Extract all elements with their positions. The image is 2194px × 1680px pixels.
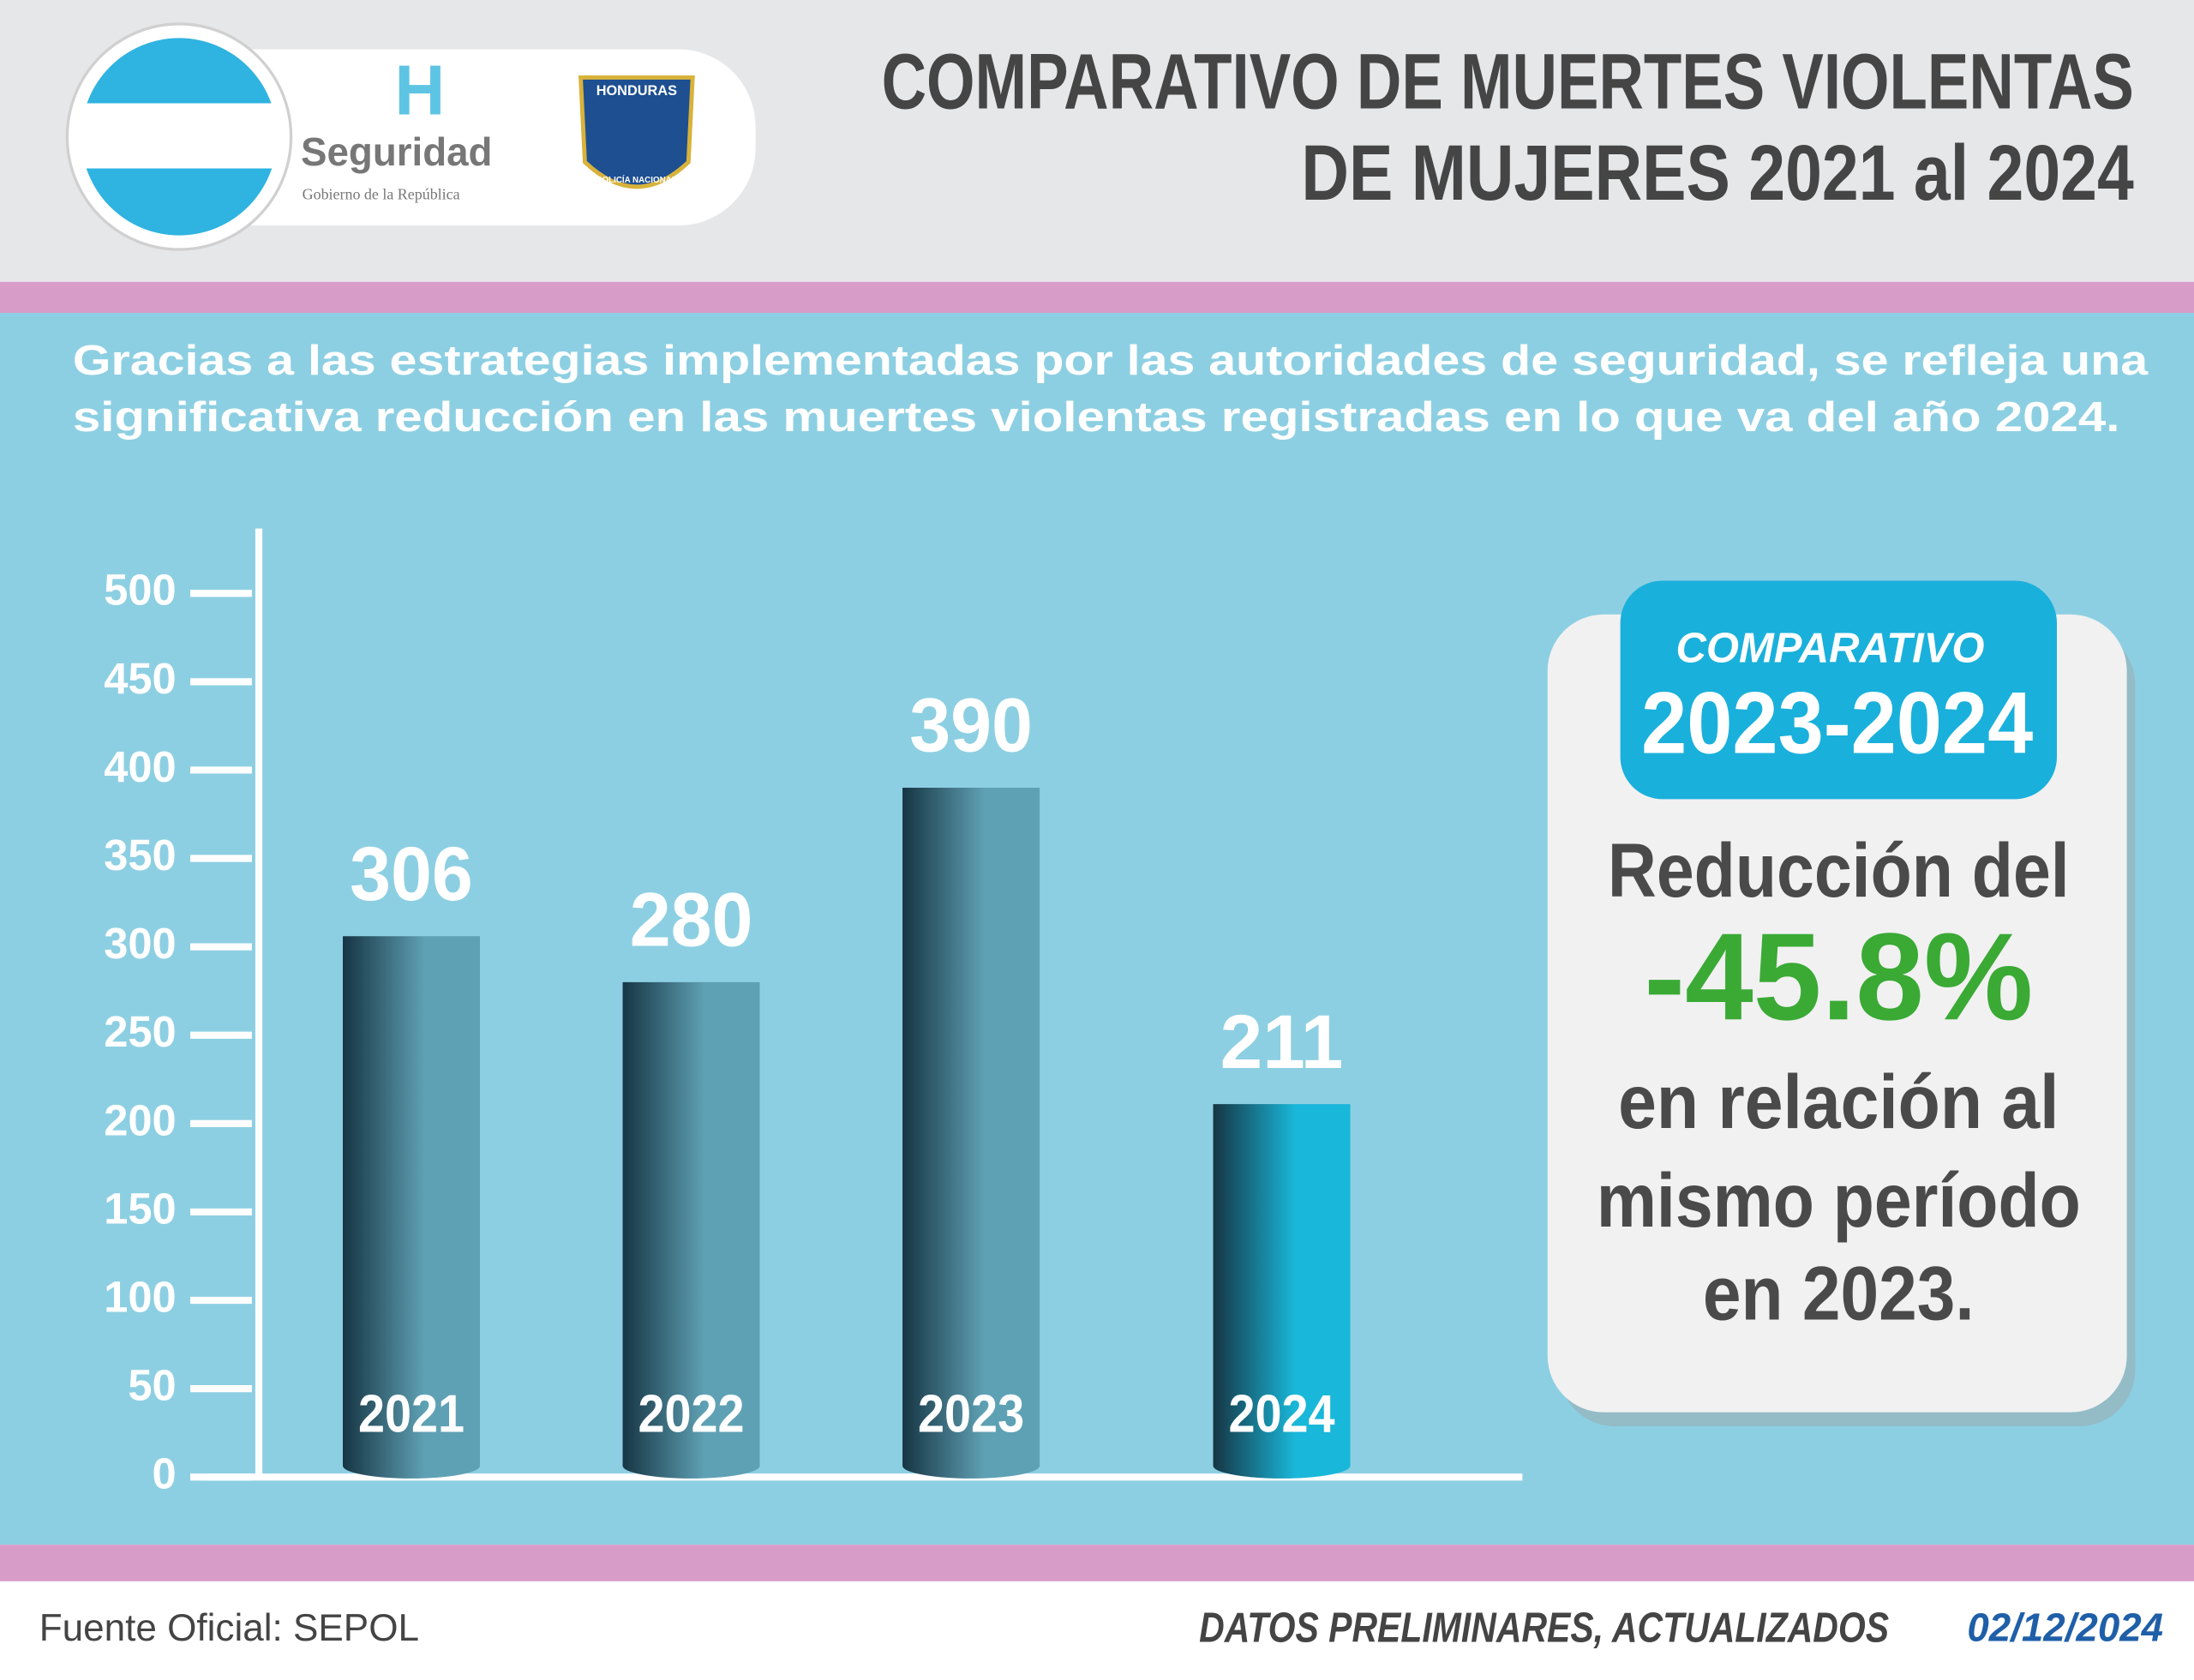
y-tick-label: 400	[104, 742, 176, 791]
y-tick-label: 300	[104, 919, 176, 968]
logo-h: H	[394, 51, 445, 129]
bar	[1213, 1104, 1351, 1479]
band	[0, 1545, 2194, 1581]
x-tick-label: 2021	[358, 1384, 465, 1443]
callout-text: mismo período	[1597, 1158, 2081, 1243]
callout-percent: -45.8%	[1644, 907, 2033, 1047]
y-tick-label: 0	[153, 1449, 177, 1498]
y-tick-label: 150	[104, 1184, 176, 1233]
y-tick-label: 500	[104, 566, 176, 615]
callout	[1547, 614, 2127, 1413]
y-tick-label: 100	[104, 1272, 176, 1321]
value-label: 306	[350, 831, 473, 916]
logo-subtitle: Gobierno de la República	[303, 186, 460, 203]
band	[0, 281, 2194, 314]
x-tick-label: 2024	[1228, 1384, 1334, 1443]
callout-text: en relación al	[1618, 1059, 2059, 1144]
value-label: 280	[630, 877, 753, 962]
badge	[578, 75, 695, 189]
callout-period: 2023-2024	[1641, 674, 2033, 771]
subtitle: Gracias a las estrategias implementadas …	[73, 338, 2149, 384]
chart-title: COMPARATIVO DE MUERTES VIOLENTAS	[882, 38, 2134, 125]
callout-tab	[1620, 580, 2057, 800]
y-tick-label: 350	[104, 831, 176, 879]
x-tick-label: 2022	[638, 1384, 744, 1443]
callout-label: COMPARATIVO	[1676, 626, 1985, 672]
bar	[902, 788, 1040, 1479]
y-tick-label: 450	[104, 654, 176, 703]
logo-title: Seguridad	[301, 129, 492, 174]
y-tick-label: 250	[104, 1007, 176, 1056]
bar	[622, 981, 760, 1479]
subtitle: significativa reducción en las muertes v…	[73, 394, 2120, 441]
footer-source: Fuente Oficial: SEPOL	[39, 1607, 419, 1649]
y-tick-label: 50	[128, 1360, 176, 1409]
flag	[81, 38, 278, 236]
footer-note: DATOS PRELIMINARES, ACTUALIZADOS	[1199, 1605, 1889, 1651]
value-label: 390	[909, 682, 1033, 767]
bar	[343, 936, 480, 1479]
x-tick-label: 2023	[918, 1384, 1024, 1443]
footer-date: 02/12/2024	[1967, 1605, 2163, 1649]
callout-text: Reducción del	[1608, 828, 2070, 913]
badge-top: HONDURAS	[596, 83, 677, 99]
chart-title: DE MUJERES 2021 al 2024	[1301, 129, 2133, 217]
y-tick-label: 200	[104, 1095, 176, 1144]
badge-bottom: POLICÍA NACIONAL	[596, 175, 677, 185]
value-label: 211	[1220, 999, 1344, 1084]
callout-text: en 2023.	[1703, 1251, 1975, 1335]
footer-bg	[0, 1581, 2194, 1680]
